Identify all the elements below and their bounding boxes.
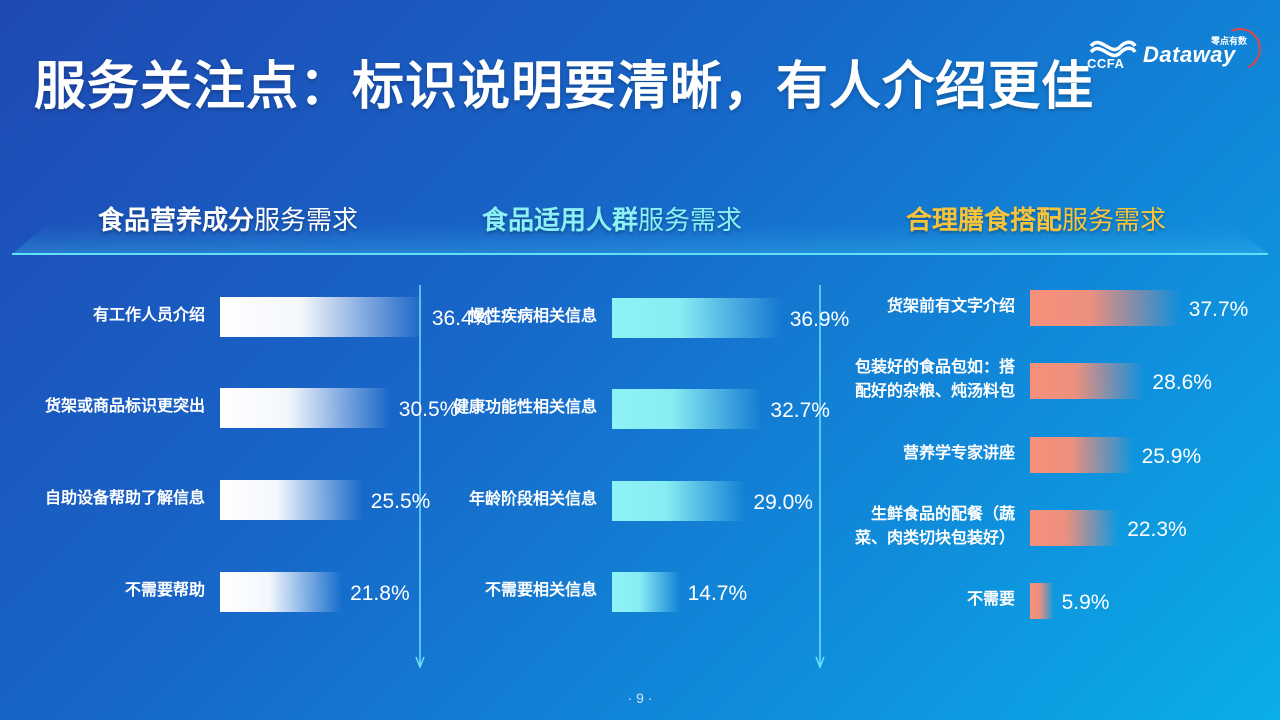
bar-category-label-line: 生鲜食品的配餐（蔬 bbox=[870, 504, 1015, 523]
bar-value-label: 36.4% bbox=[431, 307, 492, 330]
bar bbox=[1030, 290, 1181, 326]
bar-value-label: 28.6% bbox=[1152, 371, 1212, 394]
bar-category-label-line: 包装好的食品包如：搭 bbox=[854, 357, 1015, 376]
panel2-title: 食品适用人群服务需求 bbox=[482, 200, 742, 237]
bar bbox=[220, 480, 363, 520]
page-title: 服务关注点：标识说明要清晰，有人介绍更佳 bbox=[34, 57, 1095, 117]
bar-category-label: 营养学专家讲座 bbox=[815, 441, 1015, 465]
bar-category-label: 货架或商品标识更突出 bbox=[5, 394, 205, 418]
bar-category-label: 年龄阶段相关信息 bbox=[397, 487, 597, 511]
bar-category-label-line: 年龄阶段相关信息 bbox=[468, 489, 597, 508]
bar-category-label: 不需要帮助 bbox=[5, 578, 205, 602]
bar-value-label: 29.0% bbox=[753, 491, 813, 514]
dataway-logo-text: Dataway bbox=[1143, 42, 1236, 67]
bar-category-label-line: 营养学专家讲座 bbox=[902, 443, 1015, 462]
panel-divider-arrow bbox=[815, 285, 825, 670]
bar-value-label: 32.7% bbox=[770, 399, 830, 422]
bar-category-label: 健康功能性相关信息 bbox=[397, 395, 597, 419]
bar-value-label: 30.5% bbox=[398, 398, 459, 421]
section-header-band bbox=[12, 222, 1268, 255]
bar bbox=[1030, 363, 1145, 399]
bar bbox=[612, 298, 782, 338]
bar-category-label: 货架前有文字介绍 bbox=[815, 294, 1015, 318]
bar-category-label-line: 不需要 bbox=[966, 589, 1015, 608]
bar-value-label: 5.9% bbox=[1061, 591, 1110, 614]
dataway-logo-subtitle: 零点有数 bbox=[1211, 37, 1248, 47]
bar-category-label-line: 慢性疾病相关信息 bbox=[468, 306, 597, 325]
panel3-title: 合理膳食搭配服务需求 bbox=[906, 200, 1166, 237]
bar bbox=[220, 572, 343, 612]
bar-category-label-line: 不需要相关信息 bbox=[484, 580, 597, 599]
bar bbox=[1030, 583, 1054, 619]
bar-category-label-line: 有工作人员介绍 bbox=[92, 305, 205, 324]
panel1-title-strong: 食品营养成分 bbox=[98, 206, 255, 236]
bar bbox=[1030, 510, 1120, 546]
bar bbox=[612, 572, 680, 612]
ccfa-logo-icon bbox=[1089, 40, 1137, 58]
bar bbox=[612, 481, 746, 521]
bar-category-label: 包装好的食品包如：搭 配好的杂粮、炖汤料包 bbox=[815, 355, 1015, 403]
bar-category-label-line: 配好的杂粮、炖汤料包 bbox=[854, 381, 1015, 400]
bar-category-label: 生鲜食品的配餐（蔬菜、肉类切块包装好） bbox=[815, 502, 1015, 550]
panel1-title-rest: 服务需求 bbox=[254, 206, 359, 236]
bar bbox=[612, 389, 763, 429]
panel-divider-arrow bbox=[415, 285, 425, 670]
bar-category-label-line: 货架或商品标识更突出 bbox=[44, 396, 205, 415]
bar-value-label: 36.9% bbox=[789, 308, 850, 331]
ccfa-logo-text: CCFA bbox=[1087, 56, 1125, 71]
bar bbox=[220, 388, 391, 428]
bar-category-label-line: 不需要帮助 bbox=[124, 580, 205, 599]
bar-value-label: 37.7% bbox=[1188, 298, 1249, 321]
bar-value-label: 25.5% bbox=[370, 490, 431, 513]
bar-category-label: 不需要相关信息 bbox=[397, 578, 597, 602]
bar bbox=[1030, 437, 1134, 473]
panel3-title-strong: 合理膳食搭配 bbox=[906, 206, 1063, 236]
brand-logos: CCFA 零点有数 Dataway bbox=[1087, 22, 1267, 76]
panel3-title-rest: 服务需求 bbox=[1062, 206, 1167, 236]
bar-category-label-line: 自助设备帮助了解信息 bbox=[44, 488, 205, 507]
bar-value-label: 21.8% bbox=[350, 582, 410, 605]
panel1-title: 食品营养成分服务需求 bbox=[98, 200, 358, 237]
bar-category-label: 慢性疾病相关信息 bbox=[397, 304, 597, 328]
bar-category-label: 自助设备帮助了解信息 bbox=[5, 486, 205, 510]
bar bbox=[220, 297, 424, 337]
bar-category-label-line: 菜、肉类切块包装好） bbox=[854, 528, 1015, 547]
bar-value-label: 22.3% bbox=[1127, 518, 1187, 541]
bar-category-label: 不需要 bbox=[815, 587, 1015, 611]
panel2-title-strong: 食品适用人群 bbox=[482, 206, 639, 236]
bar-category-label-line: 健康功能性相关信息 bbox=[452, 397, 597, 416]
panel2-title-rest: 服务需求 bbox=[638, 206, 743, 236]
bar-value-label: 25.9% bbox=[1141, 445, 1202, 468]
page-number: · 9 · bbox=[627, 690, 653, 706]
bar-value-label: 14.7% bbox=[687, 582, 748, 605]
bar-category-label: 有工作人员介绍 bbox=[5, 303, 205, 327]
bar-category-label-line: 货架前有文字介绍 bbox=[886, 296, 1015, 315]
